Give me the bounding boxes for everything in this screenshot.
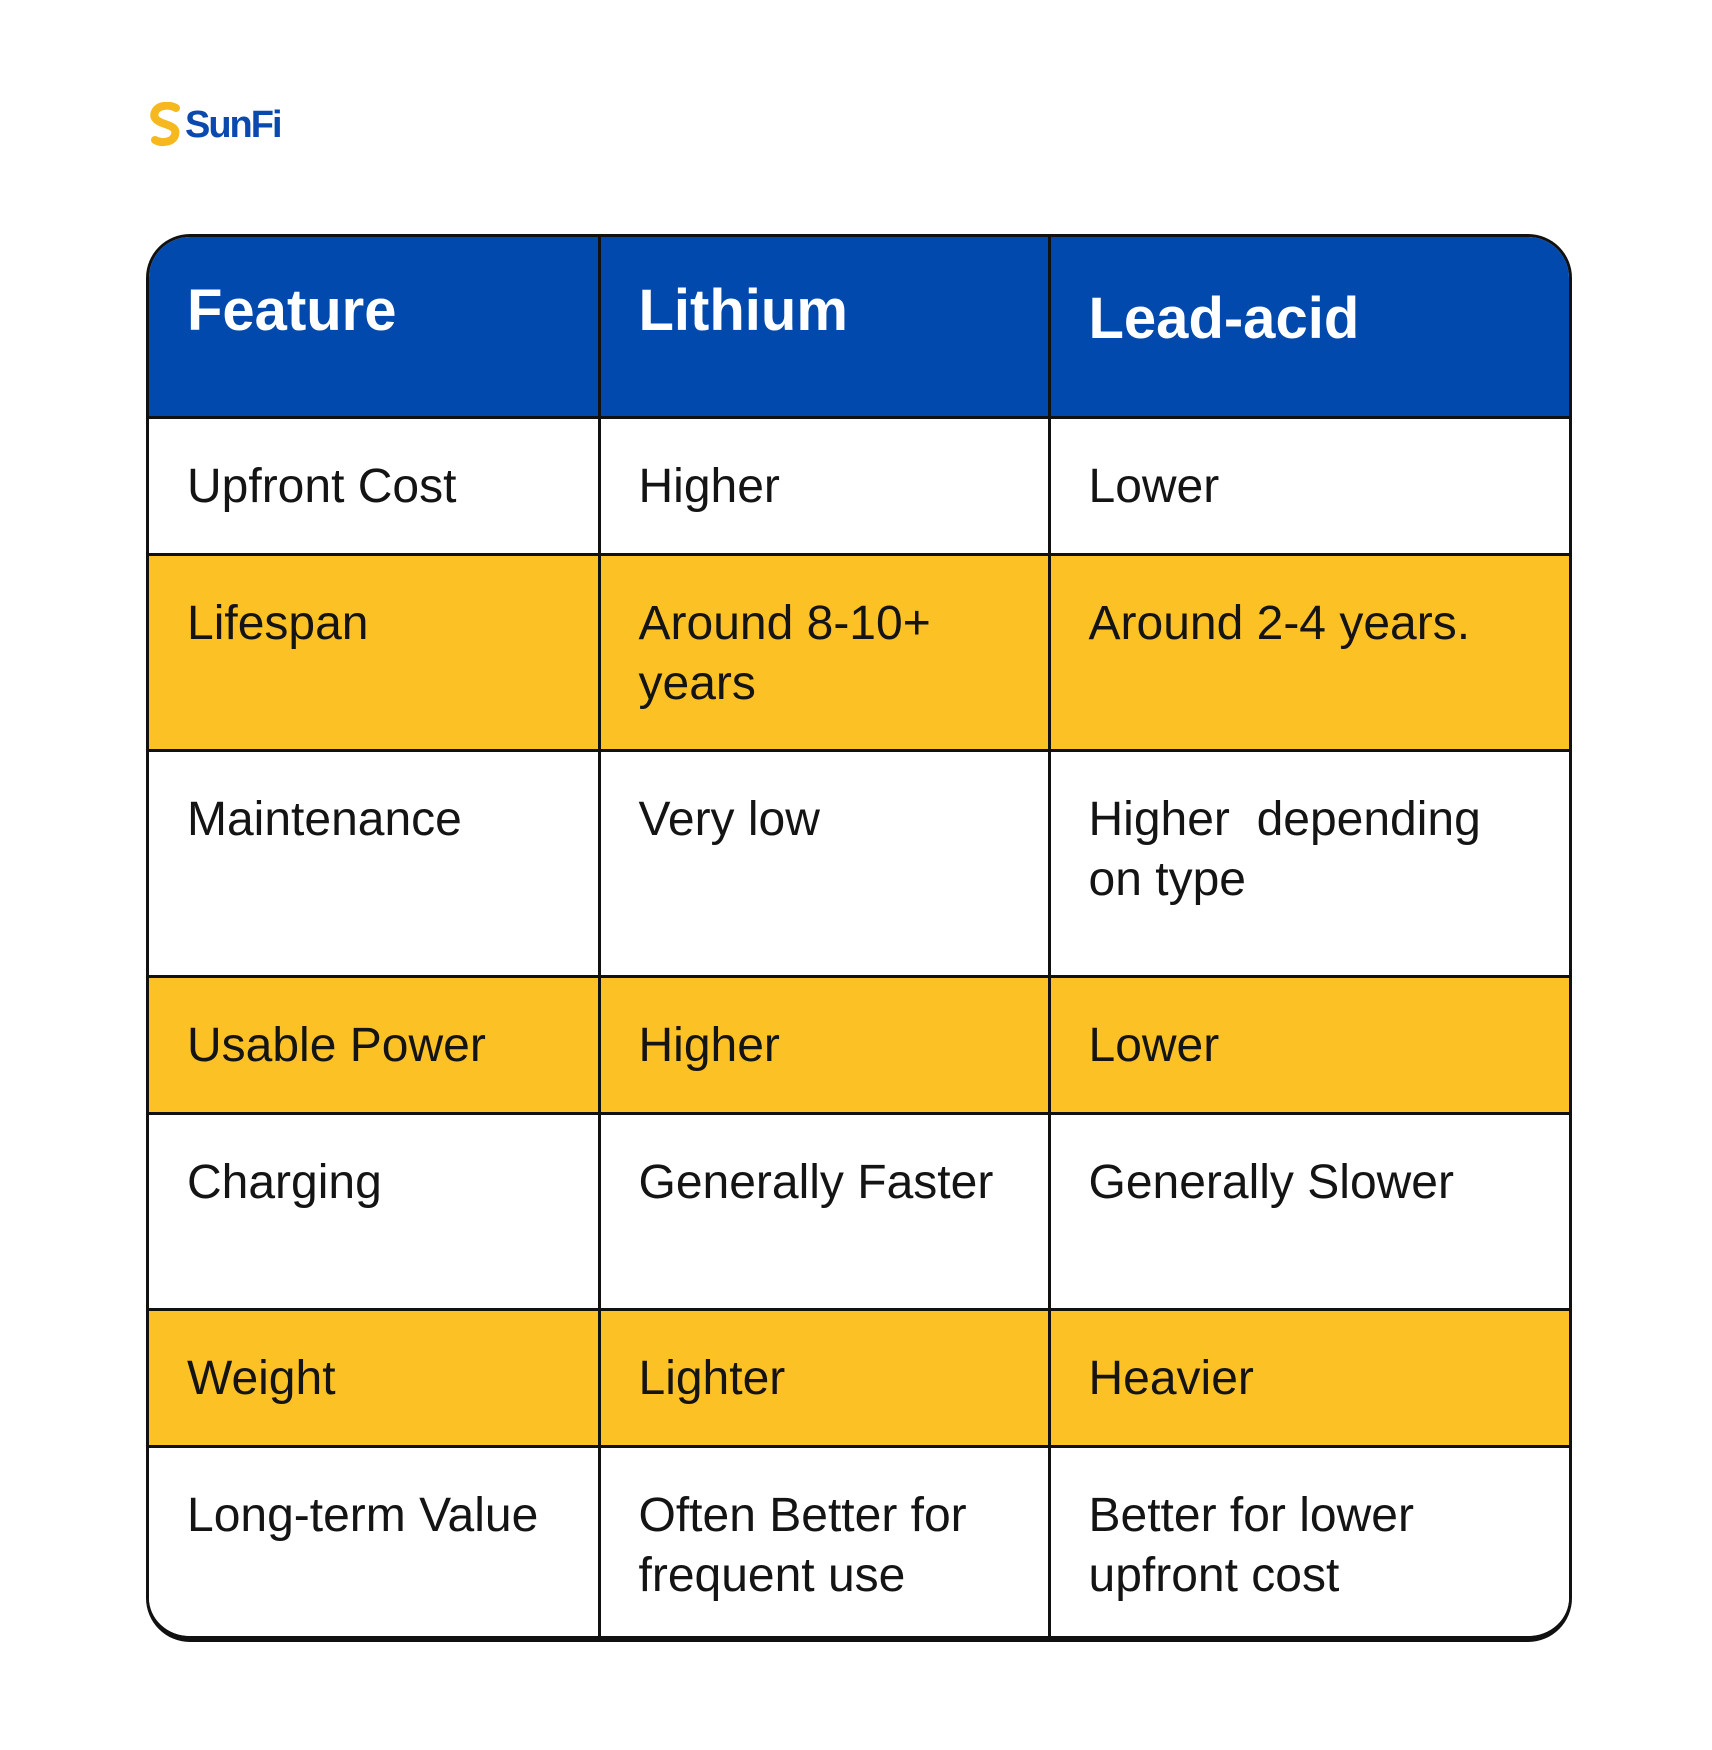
- table-row: Charging Generally Faster Generally Slow…: [149, 1111, 1569, 1311]
- lead-acid-cell: Better for lower upfront cost: [1047, 1444, 1569, 1636]
- lithium-cell: Often Better for frequent use: [597, 1444, 1051, 1636]
- lithium-cell: Higher: [597, 415, 1051, 556]
- feature-cell: Maintenance: [149, 748, 601, 978]
- feature-cell: Charging: [149, 1111, 601, 1311]
- lithium-cell: Very low: [597, 748, 1051, 978]
- table-row: Lifespan Around 8-10+ years Around 2-4 y…: [149, 552, 1569, 752]
- lithium-cell: Higher: [597, 974, 1051, 1115]
- table-row: Usable Power Higher Lower: [149, 974, 1569, 1115]
- table-row: Weight Lighter Heavier: [149, 1307, 1569, 1448]
- lead-acid-cell: Higher depending on type: [1047, 748, 1569, 978]
- feature-cell: Long-term Value: [149, 1444, 601, 1636]
- lead-acid-cell: Lower: [1047, 415, 1569, 556]
- table-row: Long-term Value Often Better for frequen…: [149, 1444, 1569, 1636]
- logo-wordmark: SunFi: [185, 104, 283, 146]
- feature-cell: Usable Power: [149, 974, 601, 1115]
- lead-acid-cell: Around 2-4 years.: [1047, 552, 1569, 752]
- lithium-cell: Generally Faster: [597, 1111, 1051, 1311]
- feature-cell: Weight: [149, 1307, 601, 1448]
- table-row: Upfront Cost Higher Lower: [149, 415, 1569, 556]
- header-lead-acid: Lead-acid: [1047, 237, 1569, 419]
- sunfi-logo: SunFi: [149, 100, 283, 150]
- lead-acid-cell: Heavier: [1047, 1307, 1569, 1448]
- table-header-row: Feature Lithium Lead-acid: [149, 237, 1569, 419]
- header-feature: Feature: [149, 237, 601, 419]
- feature-cell: Upfront Cost: [149, 415, 601, 556]
- lithium-cell: Around 8-10+ years: [597, 552, 1051, 752]
- lead-acid-cell: Generally Slower: [1047, 1111, 1569, 1311]
- comparison-table: Feature Lithium Lead-acid Upfront Cost H…: [146, 234, 1572, 1642]
- lead-acid-cell: Lower: [1047, 974, 1569, 1115]
- table-row: Maintenance Very low Higher depending on…: [149, 748, 1569, 978]
- sunfi-s-mark-icon: [150, 102, 180, 147]
- header-lithium: Lithium: [597, 237, 1051, 419]
- lithium-cell: Lighter: [597, 1307, 1051, 1448]
- feature-cell: Lifespan: [149, 552, 601, 752]
